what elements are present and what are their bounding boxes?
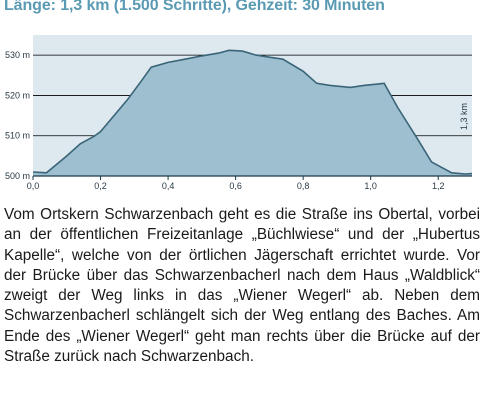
- elevation-profile-line: [32, 49, 473, 175]
- y-tick-label: 520 m: [5, 90, 30, 100]
- x-tick-label: 1,2: [432, 181, 445, 191]
- y-tick-label: 530 m: [5, 50, 30, 60]
- x-tick-label: 1,0: [364, 181, 377, 191]
- route-description: Vom Ortskern Schwarzenbach geht es die S…: [4, 206, 480, 366]
- x-tick-label: 0,6: [229, 181, 242, 191]
- elevation-area: [33, 50, 472, 176]
- x-tick-label: 0,0: [27, 181, 40, 191]
- x-tick-label: 0,2: [94, 181, 107, 191]
- x-tick-label: 0,4: [162, 181, 175, 191]
- route-summary-heading: Länge: 1,3 km (1.500 Schritte), Gehzeit:…: [4, 0, 385, 14]
- y-tick-label: 500 m: [5, 171, 30, 181]
- y-axis-ticks: 500 m 510 m 520 m 530 m: [5, 50, 30, 181]
- y-tick-label: 510 m: [5, 131, 30, 141]
- distance-side-label: 1,3 km: [459, 103, 469, 130]
- elevation-profile-chart: 0,0 0,2 0,4 0,6 0,8 1,0 1,2 500 m 510 m 520 m 530…: [5, 35, 473, 191]
- x-tick-label: 0,8: [297, 181, 310, 191]
- x-axis-ticks: 0,0 0,2 0,4 0,6 0,8 1,0 1,2: [27, 176, 445, 191]
